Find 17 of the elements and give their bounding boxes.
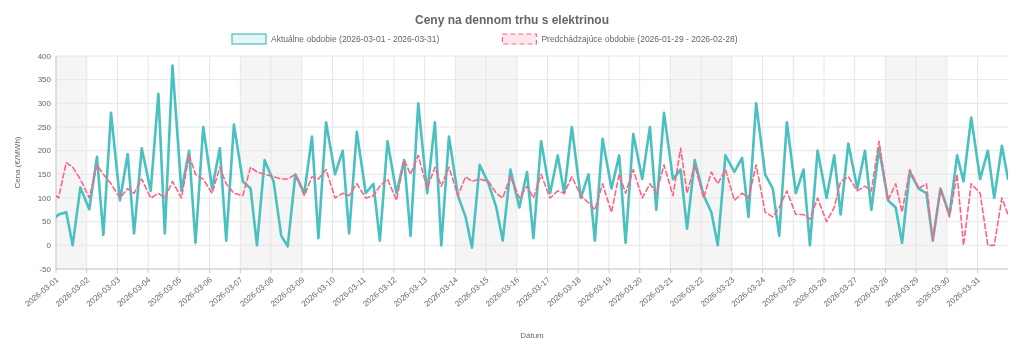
line-series	[56, 140, 1008, 247]
y-axis-title: Cena (€/MWh)	[13, 136, 22, 189]
y-tick-label: 400	[37, 51, 52, 61]
y-tick-label: 300	[37, 98, 52, 108]
y-tick-label: 50	[42, 217, 52, 227]
legend-label: Predchádzajúce obdobie (2026-01-29 - 2026-02-28)	[541, 34, 738, 44]
legend-label: Aktuálne obdobie (2026-03-01 - 2026-03-31)	[271, 34, 440, 44]
y-tick-label: 150	[37, 169, 52, 179]
y-tick-label: 250	[37, 122, 52, 132]
chart-title: Ceny na dennom trhu s elektrinou	[414, 13, 610, 27]
y-tick-label: -50	[39, 264, 52, 274]
y-tick-label: 0	[46, 240, 52, 250]
y-tick-label: 200	[37, 146, 52, 156]
line-series	[56, 64, 1008, 249]
y-tick-label: 350	[37, 75, 52, 85]
y-tick-label: 100	[37, 193, 52, 203]
x-axis-title: Dátum	[520, 331, 545, 340]
